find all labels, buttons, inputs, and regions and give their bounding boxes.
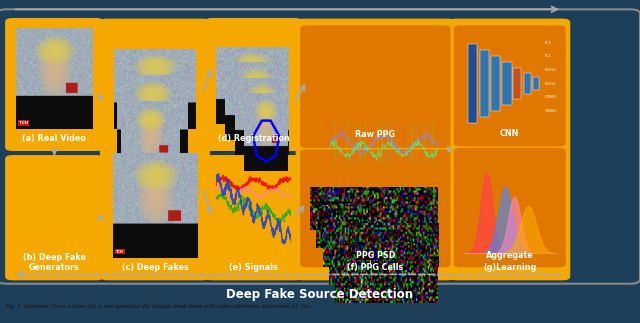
Text: CNN: CNN (500, 129, 520, 138)
Text: (e) Signals: (e) Signals (229, 263, 278, 272)
Text: (f) PPG Cells: (f) PPG Cells (348, 263, 403, 272)
Text: Fig. 1. Overview: From a video (a), a real generator (b) outputs deep fakes with: Fig. 1. Overview: From a video (a), a re… (6, 304, 316, 308)
Text: (b) Deep Fake
Generators: (b) Deep Fake Generators (23, 253, 86, 272)
FancyBboxPatch shape (300, 150, 451, 267)
FancyBboxPatch shape (5, 155, 104, 280)
FancyBboxPatch shape (205, 155, 302, 280)
FancyBboxPatch shape (449, 19, 570, 280)
FancyBboxPatch shape (300, 26, 451, 148)
Text: Aggregate: Aggregate (486, 251, 534, 260)
Text: (g)Learning: (g)Learning (483, 263, 536, 272)
Text: (a) Real Video: (a) Real Video (22, 134, 86, 143)
FancyBboxPatch shape (0, 9, 640, 284)
Text: PPG PSD: PPG PSD (356, 251, 395, 260)
Text: Raw PPG: Raw PPG (355, 130, 396, 139)
FancyBboxPatch shape (454, 148, 566, 267)
Text: Deep Fake Source Detection: Deep Fake Source Detection (227, 288, 413, 301)
FancyBboxPatch shape (296, 19, 455, 280)
Text: (c) Deep Fakes: (c) Deep Fakes (122, 263, 188, 272)
FancyBboxPatch shape (454, 26, 566, 146)
FancyBboxPatch shape (5, 18, 104, 151)
FancyBboxPatch shape (205, 18, 302, 151)
Text: (d) Registration: (d) Registration (218, 134, 289, 143)
FancyBboxPatch shape (100, 19, 210, 280)
